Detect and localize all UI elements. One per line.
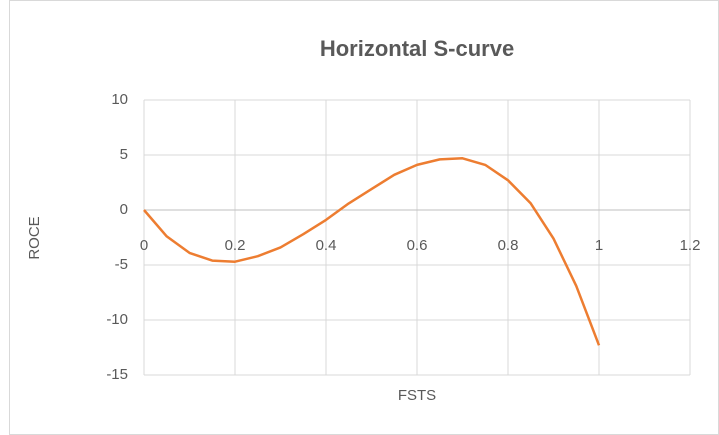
x-axis-label: FSTS bbox=[398, 387, 436, 404]
y-tick-label: -15 bbox=[106, 366, 128, 383]
x-tick-label: 0.6 bbox=[407, 237, 428, 254]
x-tick-label: 0.8 bbox=[498, 237, 519, 254]
y-tick-label: -10 bbox=[106, 311, 128, 328]
y-tick-label: 5 bbox=[120, 146, 128, 163]
y-tick-label: 0 bbox=[120, 201, 128, 218]
x-tick-label: 1.2 bbox=[680, 237, 701, 254]
chart-border bbox=[9, 0, 719, 435]
x-tick-label: 0.2 bbox=[225, 237, 246, 254]
y-tick-label: 10 bbox=[111, 91, 128, 108]
x-tick-label: 0.4 bbox=[316, 237, 337, 254]
y-tick-label: -5 bbox=[115, 256, 128, 273]
chart-title: Horizontal S-curve bbox=[320, 36, 514, 61]
x-tick-label: 1 bbox=[595, 237, 603, 254]
x-tick-label: 0 bbox=[140, 237, 148, 254]
data-line bbox=[143, 157, 601, 346]
y-axis-label: ROCE bbox=[26, 216, 43, 259]
